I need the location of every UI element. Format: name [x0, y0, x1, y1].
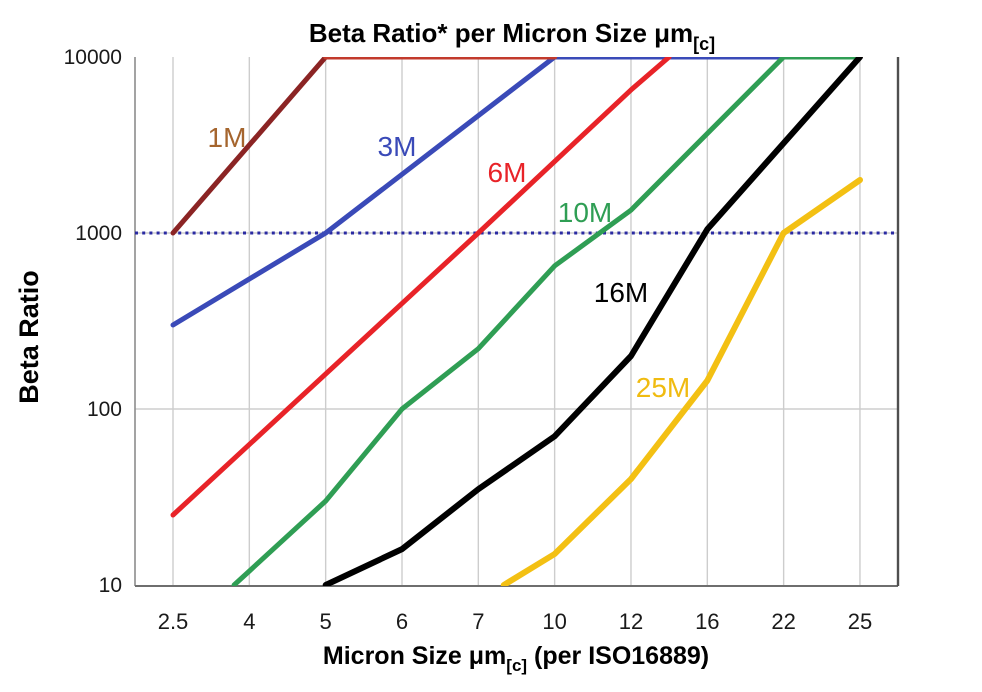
x-tick-label-10: 10: [542, 609, 566, 634]
series-line-16M: [322, 57, 863, 586]
x-axis-title: Micron Size μm[c] (per ISO16889): [323, 642, 709, 675]
x-tick-label-12: 12: [619, 609, 643, 634]
x-tick-label-5: 5: [320, 609, 332, 634]
y-tick-label-10000: 10000: [64, 46, 122, 69]
series-line-6M: [170, 57, 672, 518]
series-label-16M: 16M: [594, 277, 648, 308]
y-tick-label-100: 100: [87, 398, 122, 421]
y-tick-label-1000: 1000: [75, 222, 122, 245]
y-tick-label-10: 10: [99, 574, 122, 597]
series-label-3M: 3M: [378, 131, 417, 162]
x-tick-label-25: 25: [848, 609, 872, 634]
series-label-10M: 10M: [558, 197, 612, 228]
series-line-25M: [500, 177, 863, 586]
y-axis-title: Beta Ratio: [14, 270, 44, 404]
series-line-3M: [170, 57, 787, 328]
series-label-1M: 1M: [208, 122, 247, 153]
x-tick-label-4: 4: [243, 609, 255, 634]
x-tick-label-6: 6: [396, 609, 408, 634]
x-tick-label-16: 16: [695, 609, 719, 634]
series-line-1M: [170, 57, 329, 236]
chart-title: Beta Ratio* per Micron Size μm[c]: [309, 18, 715, 54]
x-tick-label-2.5: 2.5: [158, 609, 189, 634]
series-lines: [170, 57, 863, 586]
x-tick-label-7: 7: [472, 609, 484, 634]
x-tick-label-22: 22: [771, 609, 795, 634]
series-line-10M: [231, 57, 863, 586]
series-label-25M: 25M: [636, 372, 690, 403]
series-label-6M: 6M: [488, 157, 527, 188]
